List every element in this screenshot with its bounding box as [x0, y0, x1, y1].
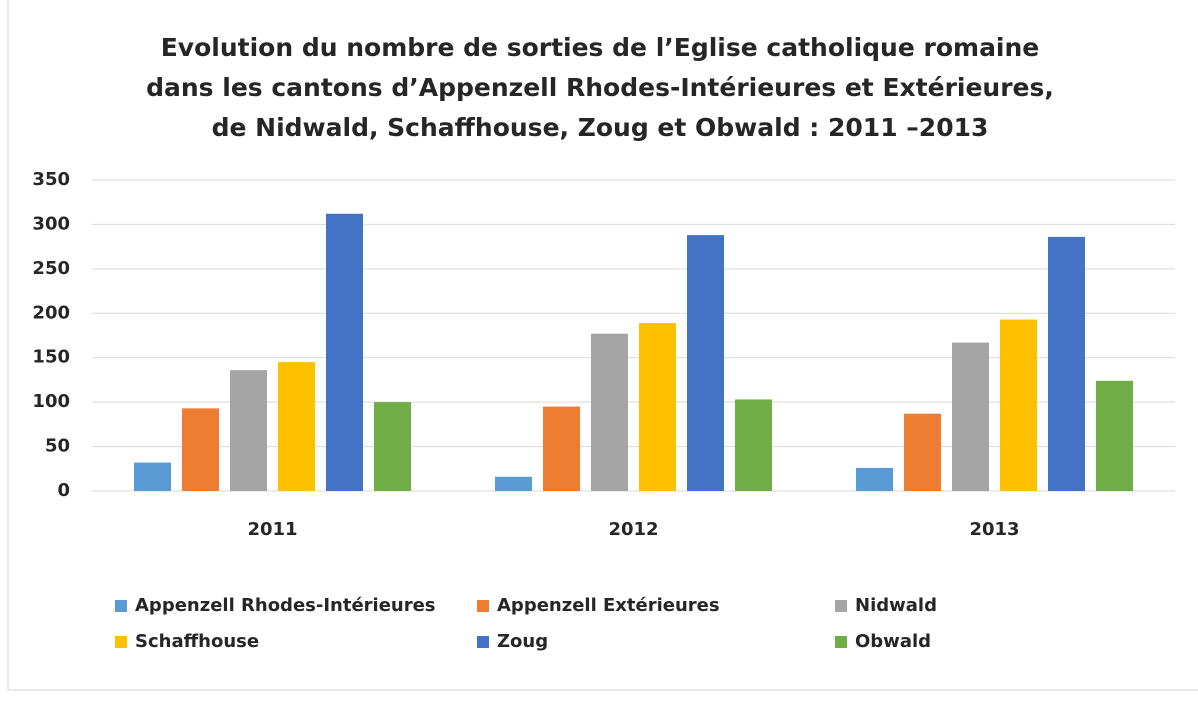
- bar: [230, 370, 267, 491]
- bar: [326, 213, 363, 491]
- bar: [639, 323, 676, 491]
- bar: [1048, 236, 1085, 491]
- y-tick-label: 200: [32, 302, 70, 323]
- legend-swatch: [835, 636, 847, 648]
- y-tick-label: 300: [32, 213, 70, 234]
- x-tick-label: 2013: [969, 519, 1019, 540]
- y-tick-label: 150: [32, 347, 70, 368]
- legend-label: Appenzell Extérieures: [497, 595, 720, 616]
- chart-border: [7, 0, 1198, 691]
- bar: [591, 333, 628, 491]
- legend-swatch: [835, 600, 847, 612]
- x-tick-label: 2011: [247, 519, 297, 540]
- bar: [278, 362, 315, 491]
- bar: [952, 342, 989, 491]
- legend-label: Obwald: [855, 631, 931, 652]
- y-tick-label: 50: [45, 436, 70, 457]
- bar: [182, 408, 219, 491]
- bar: [134, 462, 171, 491]
- bar: [543, 406, 580, 491]
- legend-swatch: [115, 636, 127, 648]
- bar: [374, 402, 411, 491]
- legend-label: Nidwald: [855, 595, 937, 616]
- bar: [687, 235, 724, 491]
- legend-label: Zoug: [497, 631, 548, 652]
- bar: [1000, 319, 1037, 491]
- legend-swatch: [115, 600, 127, 612]
- bar: [904, 413, 941, 491]
- legend-label: Schaffhouse: [135, 631, 259, 652]
- bar: [495, 476, 532, 491]
- bar: [856, 467, 893, 491]
- legend-label: Appenzell Rhodes-Intérieures: [135, 595, 436, 616]
- y-tick-label: 350: [32, 169, 70, 190]
- y-tick-label: 250: [32, 258, 70, 279]
- x-tick-label: 2012: [608, 519, 658, 540]
- y-tick-label: 0: [57, 480, 70, 501]
- legend-swatch: [477, 636, 489, 648]
- bar: [1096, 380, 1133, 491]
- chart-title: Evolution du nombre de sorties de l’Egli…: [146, 33, 1054, 142]
- legend-swatch: [477, 600, 489, 612]
- y-tick-label: 100: [32, 391, 70, 412]
- bar: [735, 399, 772, 491]
